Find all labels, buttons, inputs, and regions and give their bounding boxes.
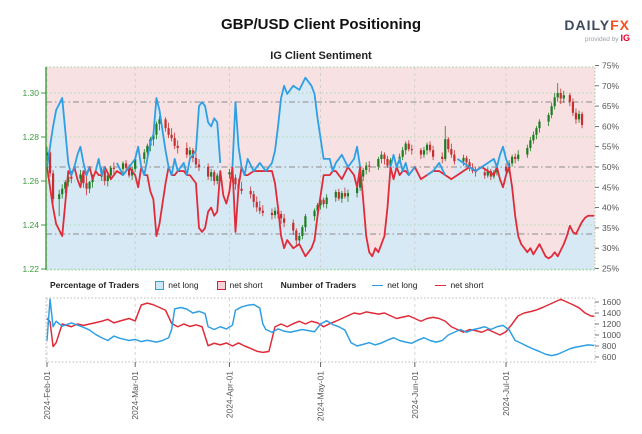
legend-item-cnt-net-short: net short	[435, 280, 484, 290]
svg-text:1000: 1000	[602, 330, 621, 340]
net-long-pct-line	[46, 76, 510, 177]
trader-count-subplot	[45, 297, 596, 363]
svg-text:35%: 35%	[602, 223, 619, 233]
logo-daily: DAILY	[564, 17, 611, 33]
legend-label-cnt-net-long: net long	[387, 280, 418, 290]
svg-text:1.22: 1.22	[22, 264, 39, 274]
net-short-line-icon	[435, 284, 447, 286]
svg-text:2024-Jul-01: 2024-Jul-01	[501, 371, 511, 416]
legend-label-net-short: net short	[229, 280, 263, 290]
net-short-pct-line	[46, 166, 595, 260]
net-long-line-icon	[372, 284, 384, 286]
chart-legend: Percentage of Traders net long net short…	[50, 280, 502, 290]
chart-subtitle: IG Client Sentiment	[270, 50, 372, 62]
logo-fx: FX	[610, 17, 630, 33]
percent-axis: 25% 30% 35% 40% 45% 50% 55% 60% 65% 70% 75%	[595, 61, 619, 274]
legend-item-pct-net-long: net long	[155, 280, 199, 290]
svg-text:30%: 30%	[602, 243, 619, 253]
legend-label-net-long: net long	[168, 280, 199, 290]
reference-lines	[46, 101, 595, 235]
svg-text:40%: 40%	[602, 203, 619, 213]
svg-text:2024-May-01: 2024-May-01	[316, 371, 326, 421]
dailyfx-wordmark: DAILYFX	[564, 17, 630, 33]
legend-group-percentage: Percentage of Traders	[50, 280, 140, 290]
svg-text:1.24: 1.24	[22, 220, 39, 230]
legend-label-cnt-net-short: net short	[450, 280, 484, 290]
net-long-swatch-icon	[155, 280, 165, 290]
svg-text:55%: 55%	[602, 142, 619, 152]
svg-text:600: 600	[602, 352, 616, 362]
svg-text:1400: 1400	[602, 308, 621, 318]
svg-text:1.28: 1.28	[22, 132, 39, 142]
price-axis: 1.22 1.24 1.26 1.28 1.30	[22, 88, 46, 274]
provided-by-text: provided by	[584, 36, 619, 44]
svg-text:75%: 75%	[602, 61, 619, 71]
dailyfx-logo: DAILYFX provided by IG	[564, 17, 630, 44]
traders-net-long-line	[46, 298, 595, 357]
svg-text:70%: 70%	[602, 81, 619, 91]
svg-text:1600: 1600	[602, 297, 621, 307]
svg-text:2024-Jun-01: 2024-Jun-01	[410, 371, 420, 419]
svg-text:1.26: 1.26	[22, 176, 39, 186]
net-short-swatch-icon	[216, 280, 226, 290]
svg-text:2024-Feb-01: 2024-Feb-01	[42, 371, 52, 420]
date-axis: 2024-Feb-01 2024-Mar-01 2024-Apr-01 2024-Ma…	[42, 362, 511, 421]
svg-text:1200: 1200	[602, 319, 621, 329]
legend-item-pct-net-short: net short	[216, 280, 263, 290]
ig-logo: IG	[620, 33, 630, 44]
svg-text:2024-Apr-01: 2024-Apr-01	[224, 371, 234, 419]
legend-item-cnt-net-long: net long	[372, 280, 417, 290]
svg-text:50%: 50%	[602, 162, 619, 172]
legend-group-number: Number of Traders	[280, 280, 357, 290]
svg-text:25%: 25%	[602, 264, 619, 274]
main-plot-frame	[45, 66, 596, 271]
provided-by-line: provided by IG	[564, 33, 630, 44]
svg-text:60%: 60%	[602, 121, 619, 131]
svg-text:2024-Mar-01: 2024-Mar-01	[130, 371, 140, 420]
page-title: GBP/USD Client Positioning	[220, 16, 421, 33]
svg-text:1.30: 1.30	[22, 88, 39, 98]
svg-text:45%: 45%	[602, 182, 619, 192]
svg-text:65%: 65%	[602, 101, 619, 111]
svg-text:800: 800	[602, 341, 616, 351]
